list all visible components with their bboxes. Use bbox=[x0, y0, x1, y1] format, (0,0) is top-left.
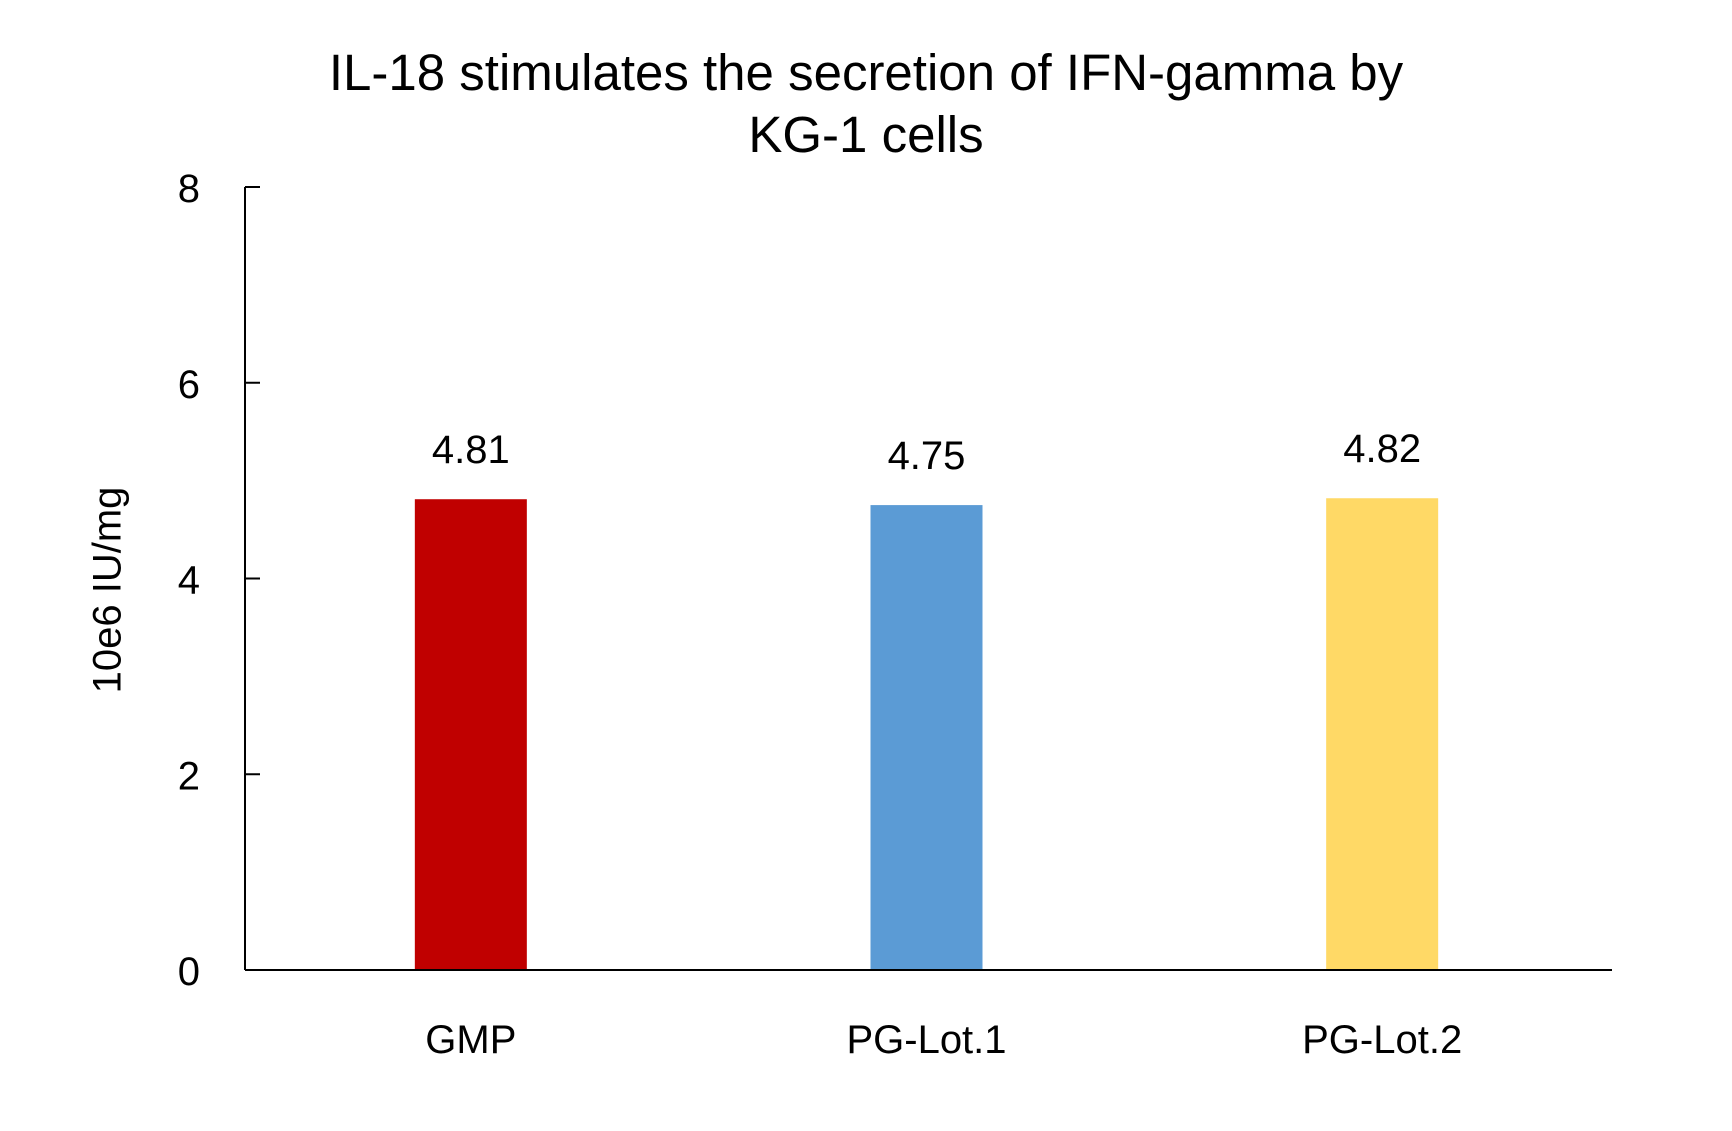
chart-title-line-2: KG-1 cells bbox=[748, 106, 984, 163]
chart-title-line-1: IL-18 stimulates the secretion of IFN-ga… bbox=[328, 44, 1404, 101]
chart-title: IL-18 stimulates the secretion of IFN-ga… bbox=[0, 42, 1732, 166]
data-label: 4.75 bbox=[888, 434, 966, 478]
x-tick-label: GMP bbox=[425, 1018, 516, 1062]
data-label: 4.81 bbox=[432, 428, 510, 472]
x-tick-label: PG-Lot.2 bbox=[1302, 1018, 1462, 1062]
y-tick-label: 8 bbox=[178, 167, 200, 211]
x-tick-label: PG-Lot.1 bbox=[846, 1018, 1006, 1062]
y-tick-label: 6 bbox=[178, 363, 200, 407]
bar-pg-lot-2 bbox=[1326, 498, 1439, 970]
y-tick-label: 4 bbox=[178, 559, 200, 603]
data-label: 4.82 bbox=[1343, 427, 1421, 471]
y-tick-label: 2 bbox=[178, 754, 200, 798]
bar-gmp bbox=[414, 499, 527, 970]
bar-pg-lot-1 bbox=[870, 505, 983, 970]
y-tick-label: 0 bbox=[178, 950, 200, 994]
